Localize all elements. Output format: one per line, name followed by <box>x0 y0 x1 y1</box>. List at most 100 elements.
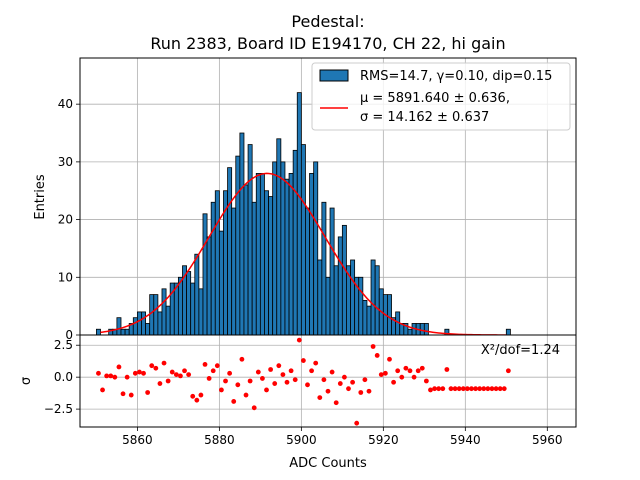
residual-point <box>407 368 413 374</box>
residual-point <box>235 382 241 388</box>
residual-point <box>272 381 278 386</box>
residual-point <box>169 369 175 375</box>
histogram-bar <box>218 230 224 336</box>
residual-point <box>493 386 499 392</box>
histogram-bar <box>206 236 212 336</box>
histogram-bar <box>161 288 167 336</box>
legend-fit-label-line2: σ = 14.162 ± 0.637 <box>360 110 489 125</box>
residual-point <box>415 368 421 374</box>
histogram-bar <box>124 328 130 336</box>
y-tick-label-bottom: 0.0 <box>54 370 73 384</box>
histogram-bar <box>387 294 392 336</box>
residual-point <box>165 378 171 384</box>
residual-point <box>178 373 183 379</box>
residual-point <box>120 391 126 397</box>
x-tick-label: 5900 <box>286 433 317 447</box>
residual-point <box>104 373 110 379</box>
x-tick-label: 5860 <box>122 433 153 447</box>
histogram-bar <box>317 259 323 336</box>
histogram-bar <box>177 276 183 336</box>
residual-point <box>419 365 425 371</box>
residual-point <box>337 381 343 386</box>
legend-box <box>311 62 571 131</box>
histogram-bar <box>243 184 249 336</box>
histogram-bar <box>321 201 327 336</box>
x-axis: 5860 5880 5900 5920 5940 5960 <box>122 427 563 447</box>
residual-point <box>145 390 151 395</box>
residual-point <box>432 386 437 392</box>
residual-point <box>325 388 331 394</box>
histogram-bar <box>284 178 290 336</box>
residuals-grid <box>80 335 576 427</box>
histogram-bar <box>337 236 343 336</box>
x-tick-label: 5880 <box>204 433 235 447</box>
residual-point <box>116 364 122 370</box>
residual-point <box>132 370 138 376</box>
histogram-bar <box>247 144 253 336</box>
residual-point <box>485 386 491 392</box>
residual-point <box>243 392 249 398</box>
residual-point <box>354 420 360 426</box>
histogram-bar <box>259 173 265 336</box>
residual-point <box>378 372 384 378</box>
histogram-bar <box>214 190 220 336</box>
residual-point <box>153 365 159 371</box>
histogram-bar <box>173 282 179 336</box>
residual-point <box>301 358 306 363</box>
histogram-bar <box>190 282 196 336</box>
residual-point <box>214 363 220 369</box>
residual-point <box>247 378 253 384</box>
chi2-annotation: X²/dof=1.24 <box>481 343 560 358</box>
legend-histogram-label: RMS=14.7, γ=0.10, dip=0.15 <box>360 69 552 84</box>
x-tick-label: 5940 <box>450 433 481 447</box>
x-tick-label: 5960 <box>532 433 563 447</box>
histogram-bar <box>329 207 335 336</box>
residual-point <box>112 374 118 380</box>
residual-point <box>239 356 245 362</box>
residual-point <box>202 361 208 367</box>
residual-point <box>161 360 167 366</box>
residuals-plot-area <box>80 335 576 427</box>
residual-point <box>464 386 470 392</box>
histogram-bar <box>300 144 306 336</box>
residual-point <box>149 363 155 369</box>
y-tick-label-top: 20 <box>58 213 73 227</box>
y-tick-label-bottom: 2.5 <box>54 338 73 352</box>
residual-point <box>292 377 298 383</box>
histogram-bar <box>198 288 204 336</box>
histogram-bar <box>136 311 142 336</box>
residual-point <box>157 381 163 386</box>
chart-title-line2: Run 2383, Board ID E194170, CH 22, hi ga… <box>150 34 505 53</box>
histogram-bar <box>362 299 368 336</box>
histogram-bar <box>374 265 380 336</box>
residual-point <box>358 390 364 395</box>
residual-point <box>501 386 507 392</box>
residual-point <box>423 378 429 384</box>
residual-point <box>333 400 339 406</box>
histogram-bar <box>264 190 269 336</box>
residual-point <box>428 387 433 393</box>
residual-point <box>411 374 417 380</box>
residuals-panel: −2.5 0.0 2.5 5860 5880 5900 5920 5940 5960 σ X²… <box>19 334 577 471</box>
histogram-bar <box>268 196 274 336</box>
histogram-bar <box>194 253 200 336</box>
histogram-bar <box>288 173 294 336</box>
residual-point <box>198 392 204 398</box>
y-tick-label-top: 0 <box>65 328 73 342</box>
residual-point <box>264 387 269 393</box>
residual-point <box>276 363 282 369</box>
histogram-bar <box>358 276 364 336</box>
y-tick-label-top: 40 <box>58 97 73 111</box>
residual-point <box>173 372 179 378</box>
histogram-bar <box>141 311 146 336</box>
residual-point <box>190 393 196 399</box>
residual-point <box>137 369 142 375</box>
histogram-bar <box>370 259 376 336</box>
residual-point <box>321 377 327 383</box>
residual-point <box>489 386 495 392</box>
histogram-bar <box>251 201 257 336</box>
residual-point <box>128 392 134 398</box>
y-tick-label-bottom: −2.5 <box>44 402 73 416</box>
residual-point <box>219 387 224 393</box>
